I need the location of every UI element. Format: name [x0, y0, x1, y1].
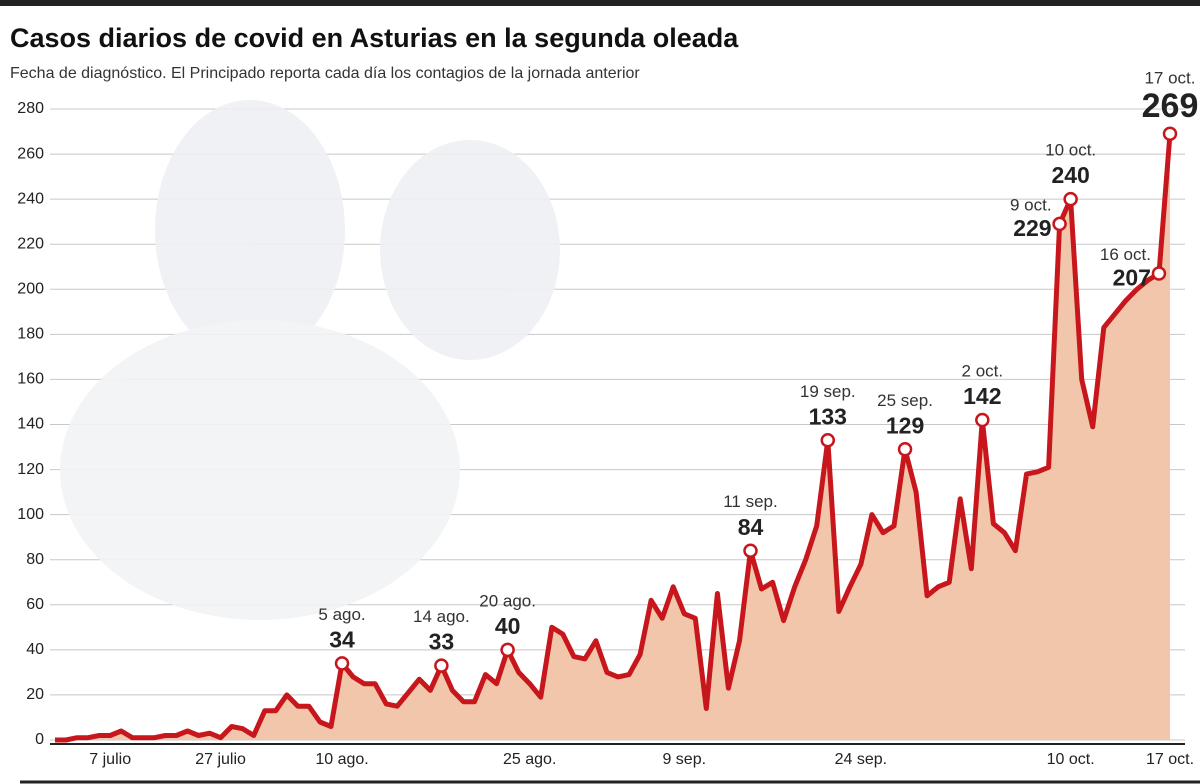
point-date-label: 25 sep.: [877, 391, 933, 410]
chart-title: Casos diarios de covid en Asturias en la…: [10, 23, 739, 53]
point-value-label: 40: [495, 613, 521, 639]
y-tick-label: 40: [26, 641, 44, 658]
y-tick-label: 120: [17, 461, 44, 478]
point-marker: [975, 412, 990, 428]
point-date-label: 10 oct.: [1045, 141, 1096, 160]
point-value-label: 229: [1013, 215, 1051, 241]
point-value-label: 84: [738, 514, 764, 540]
point-date-label: 20 ago.: [479, 591, 536, 610]
area: [55, 133, 1170, 741]
point-date-label: 9 oct.: [1010, 195, 1052, 214]
chart-subtitle: Fecha de diagnóstico. El Principado repo…: [10, 65, 640, 82]
point-marker: [897, 442, 913, 457]
point-date-label: 19 sep.: [800, 382, 856, 401]
y-tick-label: 140: [17, 416, 44, 433]
illustration: [60, 100, 560, 620]
line: [55, 133, 1173, 743]
point-value-label: 142: [963, 383, 1001, 409]
point-marker: [1052, 216, 1067, 232]
x-tick-label: 27 julio: [195, 751, 246, 768]
point-value-label: 129: [886, 412, 924, 438]
point-value-label: 33: [429, 629, 455, 655]
point-date-label: 17 oct.: [1144, 68, 1195, 87]
point-marker: [743, 543, 758, 558]
point-value-label: 133: [809, 403, 847, 429]
point-date-label: 2 oct.: [962, 361, 1004, 380]
point-marker: [820, 433, 836, 448]
x-tick-label: 7 julio: [89, 751, 131, 768]
y-tick-label: 100: [17, 506, 44, 523]
x-tick-label: 17 oct.: [1146, 751, 1194, 768]
point-marker: [1151, 266, 1167, 281]
x-tick-label: 10 ago.: [315, 751, 368, 768]
y-tick-label: 160: [17, 371, 44, 388]
top-bar: [0, 0, 1200, 6]
x-tick-label: 10 oct.: [1047, 751, 1095, 768]
y-tick-label: 20: [26, 686, 44, 703]
x-tick-label: 24 sep.: [835, 751, 887, 768]
y-tick-label: 260: [17, 145, 44, 162]
y-tick-label: 280: [17, 100, 44, 117]
point-value-label: 34: [329, 626, 355, 652]
point-value-label: 269: [1142, 87, 1199, 125]
point-marker: [500, 642, 515, 658]
point-date-label: 16 oct.: [1100, 245, 1151, 264]
point-value-label: 240: [1051, 162, 1089, 188]
y-tick-label: 220: [17, 235, 44, 252]
point-value-label: 207: [1113, 265, 1151, 291]
y-tick-label: 0: [35, 731, 44, 748]
y-tick-label: 60: [26, 596, 44, 613]
point-date-label: 11 sep.: [723, 492, 778, 511]
x-tick-label: 25 ago.: [503, 751, 556, 768]
y-tick-label: 240: [17, 190, 44, 207]
y-tick-label: 200: [17, 281, 44, 298]
point-marker: [1063, 191, 1078, 207]
point-date-label: 5 ago.: [318, 605, 365, 624]
point-marker: [434, 658, 449, 673]
x-tick-label: 9 sep.: [662, 751, 706, 768]
y-tick-label: 180: [17, 326, 44, 343]
point-marker: [334, 656, 350, 671]
point-marker: [1162, 126, 1178, 142]
point-date-label: 14 ago.: [413, 607, 470, 626]
y-tick-label: 80: [26, 551, 44, 568]
